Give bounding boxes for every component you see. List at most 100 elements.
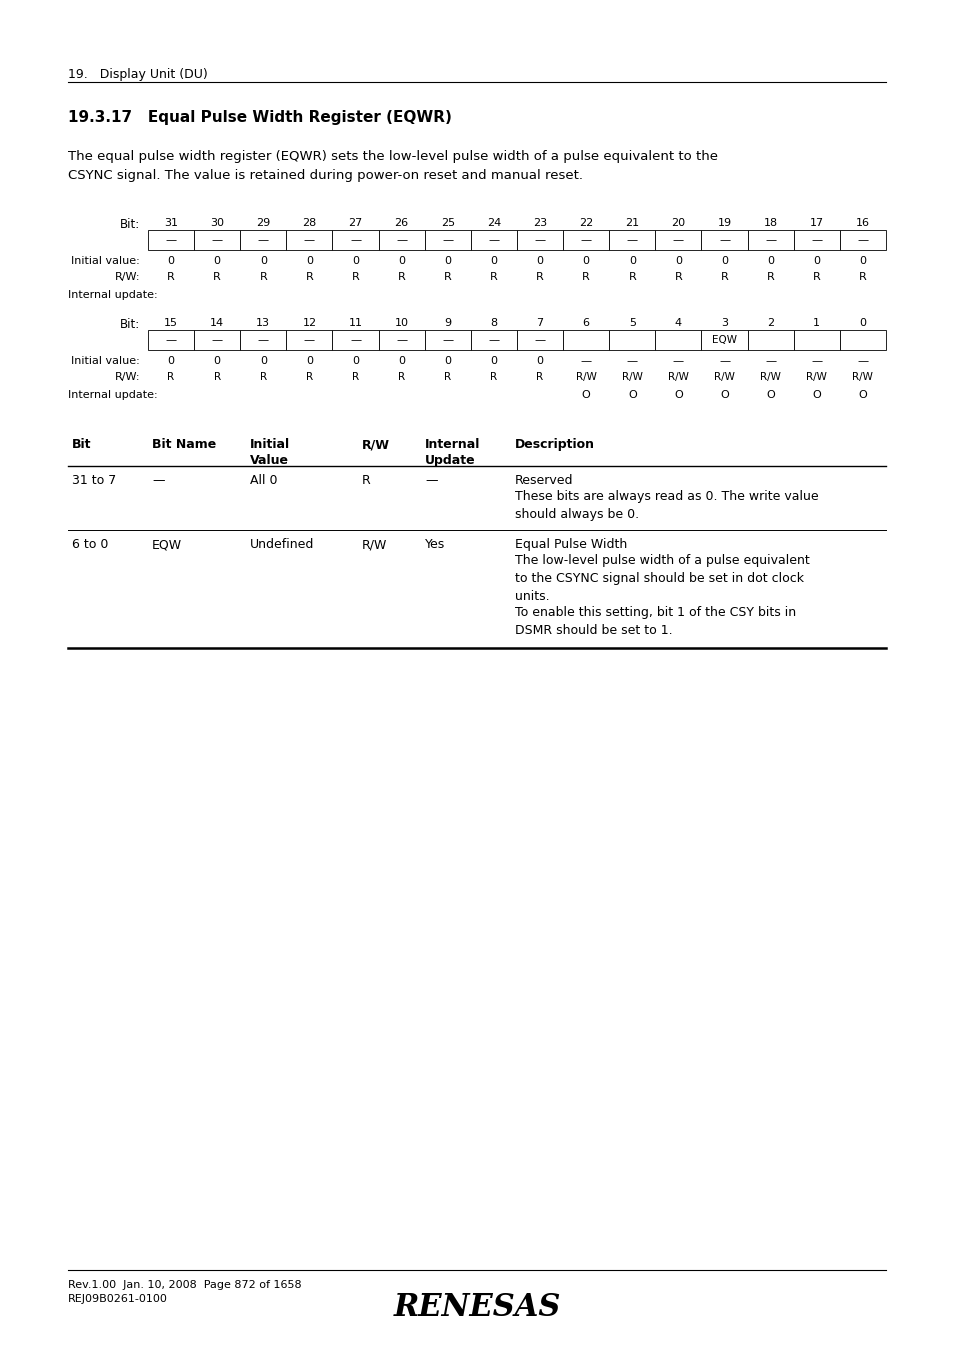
Text: R/W: R/W bbox=[805, 373, 826, 382]
Text: R: R bbox=[397, 271, 405, 282]
Bar bbox=[793, 230, 839, 250]
Text: R: R bbox=[581, 271, 590, 282]
Bar bbox=[655, 230, 700, 250]
Bar bbox=[839, 329, 885, 350]
Bar bbox=[655, 329, 700, 350]
Bar bbox=[609, 329, 655, 350]
Text: 19.3.17   Equal Pulse Width Register (EQWR): 19.3.17 Equal Pulse Width Register (EQWR… bbox=[68, 109, 452, 126]
Text: R: R bbox=[628, 271, 636, 282]
Text: —: — bbox=[580, 356, 591, 366]
Text: Bit: Bit bbox=[71, 437, 91, 451]
Bar bbox=[471, 329, 517, 350]
Text: R/W: R/W bbox=[714, 373, 734, 382]
Text: Internal update:: Internal update: bbox=[68, 390, 157, 400]
Text: Initial value:: Initial value: bbox=[71, 356, 140, 366]
Text: 0: 0 bbox=[397, 256, 405, 266]
Bar bbox=[747, 230, 793, 250]
Text: 0: 0 bbox=[582, 256, 589, 266]
Text: O: O bbox=[858, 390, 866, 400]
Text: 22: 22 bbox=[578, 217, 593, 228]
Text: R: R bbox=[720, 271, 728, 282]
Text: 26: 26 bbox=[395, 217, 408, 228]
Text: 0: 0 bbox=[859, 319, 865, 328]
Text: 0: 0 bbox=[213, 356, 220, 366]
Text: R: R bbox=[674, 271, 681, 282]
Text: R: R bbox=[259, 373, 267, 382]
Text: Reserved: Reserved bbox=[515, 474, 573, 487]
Text: 24: 24 bbox=[486, 217, 500, 228]
Text: R: R bbox=[490, 373, 497, 382]
Text: 0: 0 bbox=[168, 256, 174, 266]
Text: O: O bbox=[627, 390, 636, 400]
Bar bbox=[286, 329, 333, 350]
Text: Bit Name: Bit Name bbox=[152, 437, 216, 451]
Bar bbox=[700, 329, 747, 350]
Text: R: R bbox=[213, 271, 221, 282]
Text: R: R bbox=[352, 271, 359, 282]
Bar bbox=[378, 230, 424, 250]
Text: R/W: R/W bbox=[852, 373, 872, 382]
Text: 0: 0 bbox=[444, 256, 451, 266]
Text: 27: 27 bbox=[348, 217, 362, 228]
Text: Internal update:: Internal update: bbox=[68, 290, 157, 300]
Text: To enable this setting, bit 1 of the CSY bits in
DSMR should be set to 1.: To enable this setting, bit 1 of the CSY… bbox=[515, 606, 796, 637]
Text: 30: 30 bbox=[210, 217, 224, 228]
Text: —: — bbox=[350, 335, 361, 346]
Bar bbox=[471, 230, 517, 250]
Text: Initial
Value: Initial Value bbox=[250, 437, 290, 467]
Bar bbox=[193, 230, 240, 250]
Text: 0: 0 bbox=[859, 256, 865, 266]
Text: —: — bbox=[395, 335, 407, 346]
Text: 13: 13 bbox=[256, 319, 270, 328]
Text: O: O bbox=[581, 390, 590, 400]
Text: —: — bbox=[304, 335, 314, 346]
Text: —: — bbox=[488, 335, 499, 346]
Text: —: — bbox=[304, 235, 314, 244]
Text: 18: 18 bbox=[762, 217, 777, 228]
Text: 4: 4 bbox=[674, 319, 681, 328]
Bar bbox=[424, 329, 471, 350]
Bar bbox=[562, 329, 609, 350]
Text: R/W: R/W bbox=[361, 539, 387, 551]
Text: 2: 2 bbox=[766, 319, 774, 328]
Text: —: — bbox=[810, 356, 821, 366]
Text: 0: 0 bbox=[490, 356, 497, 366]
Text: —: — bbox=[212, 335, 222, 346]
Text: Rev.1.00  Jan. 10, 2008  Page 872 of 1658: Rev.1.00 Jan. 10, 2008 Page 872 of 1658 bbox=[68, 1280, 301, 1291]
Text: —: — bbox=[626, 235, 638, 244]
Text: R: R bbox=[397, 373, 405, 382]
Text: 19: 19 bbox=[717, 217, 731, 228]
Text: —: — bbox=[165, 235, 176, 244]
Text: 0: 0 bbox=[490, 256, 497, 266]
Text: R: R bbox=[167, 271, 174, 282]
Text: Description: Description bbox=[515, 437, 595, 451]
Text: O: O bbox=[720, 390, 728, 400]
Bar bbox=[562, 230, 609, 250]
Text: R/W: R/W bbox=[667, 373, 688, 382]
Text: Undefined: Undefined bbox=[250, 539, 314, 551]
Bar bbox=[839, 230, 885, 250]
Text: —: — bbox=[857, 235, 867, 244]
Text: 14: 14 bbox=[210, 319, 224, 328]
Text: R: R bbox=[168, 373, 174, 382]
Text: R/W: R/W bbox=[361, 437, 390, 451]
Text: 21: 21 bbox=[624, 217, 639, 228]
Text: O: O bbox=[674, 390, 682, 400]
Text: —: — bbox=[810, 235, 821, 244]
Text: 29: 29 bbox=[256, 217, 270, 228]
Text: R/W: R/W bbox=[576, 373, 596, 382]
Text: 0: 0 bbox=[536, 256, 543, 266]
Text: R: R bbox=[812, 271, 820, 282]
Bar bbox=[333, 230, 378, 250]
Text: —: — bbox=[764, 356, 776, 366]
Text: 0: 0 bbox=[352, 256, 358, 266]
Text: R: R bbox=[766, 271, 774, 282]
Text: 16: 16 bbox=[855, 217, 869, 228]
Text: R/W: R/W bbox=[621, 373, 642, 382]
Text: —: — bbox=[857, 356, 867, 366]
Text: 6: 6 bbox=[582, 319, 589, 328]
Text: All 0: All 0 bbox=[250, 474, 277, 487]
Text: RENESAS: RENESAS bbox=[393, 1292, 560, 1323]
Text: EQW: EQW bbox=[152, 539, 182, 551]
Text: R: R bbox=[443, 271, 451, 282]
